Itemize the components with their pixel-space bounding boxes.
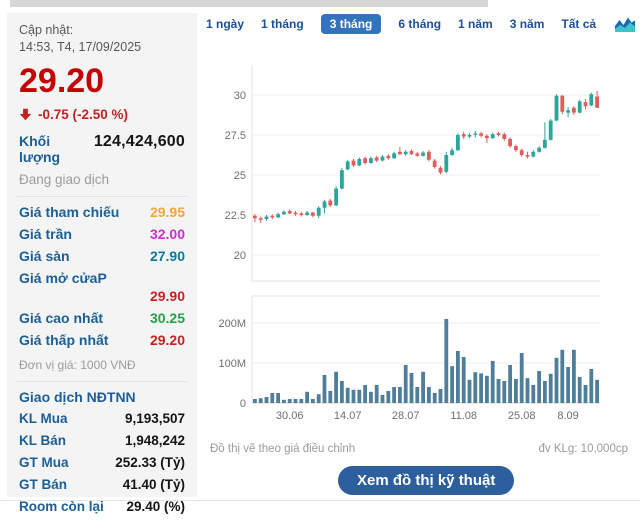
- svg-text:28.07: 28.07: [392, 410, 420, 422]
- svg-text:0: 0: [240, 398, 246, 410]
- price-info-row: Giá sàn 27.90: [19, 248, 185, 270]
- foreign-trade-label: GT Bán: [19, 477, 68, 492]
- volume-row: Khối lượng 124,424,600: [19, 133, 185, 165]
- svg-text:20: 20: [234, 250, 246, 262]
- svg-text:11.08: 11.08: [450, 410, 477, 422]
- price-info-value: 29.20: [149, 332, 185, 348]
- top-strip: [10, 0, 488, 7]
- foreign-trade-row: GT Mua 252.33 (Tỷ): [19, 455, 185, 477]
- tab-4[interactable]: 6 tháng: [398, 17, 442, 31]
- price-info-label: Giá sàn: [19, 248, 70, 264]
- foreign-trade-row: GT Bán 41.40 (Tỷ): [19, 477, 185, 499]
- session-status: Đang giao dịch: [19, 172, 110, 187]
- foreign-trade-row: KL Mua 9,193,507: [19, 411, 185, 433]
- chart-note-adjusted: Đồ thị vẽ theo giá điều chỉnh: [210, 443, 356, 455]
- svg-text:200M: 200M: [218, 318, 246, 330]
- foreign-trade-list: KL Mua 9,193,507 KL Bán 1,948,242 GT Mua 252.…: [19, 411, 185, 521]
- price-info-row: Giá tham chiếu 29.95: [19, 204, 185, 226]
- price-info-list: Giá tham chiếu 29.95 Giá trần 32.00 Giá sàn 2…: [19, 204, 185, 354]
- down-arrow-icon: [19, 108, 32, 121]
- foreign-trade-value: 29.40 (%): [126, 499, 185, 514]
- foreign-trade-value: 41.40 (Tỷ): [122, 477, 185, 492]
- divider: [17, 196, 187, 197]
- tab-1[interactable]: 1 ngày: [206, 17, 245, 31]
- chart-area[interactable]: 30 27.5 25 22.5 20 200M 100M 0 30.06 14.07 28.07 11…: [206, 40, 640, 430]
- price-info-value: 29.90: [149, 288, 185, 304]
- technical-chart-button[interactable]: Xem đồ thị kỹ thuật: [338, 466, 515, 495]
- price-info-value: 29.95: [149, 204, 185, 220]
- tab-2[interactable]: 1 tháng: [261, 17, 304, 31]
- price-info-row: Giá trần 32.00: [19, 226, 185, 248]
- update-label: Cập nhật:: [19, 23, 74, 37]
- foreign-trade-row: KL Bán 1,948,242: [19, 433, 185, 455]
- update-time: 14:53, T4, 17/09/2025: [19, 39, 142, 54]
- svg-text:8.09: 8.09: [557, 410, 578, 422]
- svg-text:14.07: 14.07: [334, 410, 362, 422]
- volume-value: 124,424,600: [93, 133, 185, 150]
- price-change: -0.75 (-2.50 %): [19, 107, 185, 122]
- svg-text:30: 30: [234, 90, 246, 102]
- foreign-trade-value: 9,193,507: [124, 411, 185, 426]
- foreign-trade-label: Room còn lại: [19, 499, 104, 514]
- price-info-label: Giá trần: [19, 226, 72, 242]
- tab-3[interactable]: 3 tháng: [320, 14, 382, 34]
- volume-label: Khối lượng: [19, 133, 61, 165]
- price-info-label: Giá thấp nhất: [19, 332, 109, 348]
- sidebar: Cập nhật: 14:53, T4, 17/09/2025 29.20 -0…: [7, 13, 197, 514]
- tab-5[interactable]: 1 năm: [458, 17, 493, 31]
- svg-text:100M: 100M: [218, 358, 246, 370]
- tab-6[interactable]: 3 năm: [509, 17, 545, 31]
- price-info-label: Giá mở cửaP: [19, 270, 107, 286]
- svg-text:27.5: 27.5: [225, 130, 246, 142]
- price-info-label: Giá tham chiếu: [19, 204, 120, 220]
- last-price: 29.20: [19, 62, 105, 100]
- divider: [17, 381, 187, 382]
- price-info-row: Giá thấp nhất 29.20: [19, 332, 185, 354]
- price-unit-note: Đơn vị giá: 1000 VNĐ: [19, 358, 136, 372]
- svg-text:25.08: 25.08: [508, 410, 536, 422]
- foreign-trade-label: KL Mua: [19, 411, 68, 426]
- foreign-trade-value: 252.33 (Tỷ): [115, 455, 185, 470]
- chart-note-volume-unit: đv KLg: 10,000cp: [538, 443, 628, 455]
- foreign-trade-value: 1,948,242: [124, 433, 185, 448]
- svg-text:25: 25: [234, 170, 246, 182]
- svg-text:30.06: 30.06: [276, 410, 304, 422]
- tab-7[interactable]: Tất cả: [561, 17, 597, 31]
- price-info-row: Giá mở cửaP 29.90: [19, 270, 185, 310]
- price-volume-chart[interactable]: 30 27.5 25 22.5 20 200M 100M 0 30.06 14.07 28.07 11…: [206, 40, 640, 430]
- area-chart-icon[interactable]: [615, 17, 636, 32]
- bottom-divider: [0, 500, 640, 501]
- price-info-value: 27.90: [149, 248, 185, 264]
- price-info-row: Giá cao nhất 30.25: [19, 310, 185, 332]
- foreign-trade-title: Giao dịch NĐTNN: [19, 389, 136, 405]
- price-info-label: Giá cao nhất: [19, 310, 104, 326]
- update-info: Cập nhật: 14:53, T4, 17/09/2025: [19, 22, 185, 55]
- timeframe-tabs: 1 ngày 1 tháng 3 tháng 6 tháng 1 năm 3 năm Tất…: [206, 13, 636, 35]
- foreign-trade-row: Room còn lại 29.40 (%): [19, 499, 185, 521]
- foreign-trade-label: GT Mua: [19, 455, 69, 470]
- price-info-value: 30.25: [149, 310, 185, 326]
- foreign-trade-label: KL Bán: [19, 433, 67, 448]
- price-info-value: 32.00: [149, 226, 185, 242]
- change-text: -0.75 (-2.50 %): [38, 107, 129, 122]
- svg-text:22.5: 22.5: [225, 210, 246, 222]
